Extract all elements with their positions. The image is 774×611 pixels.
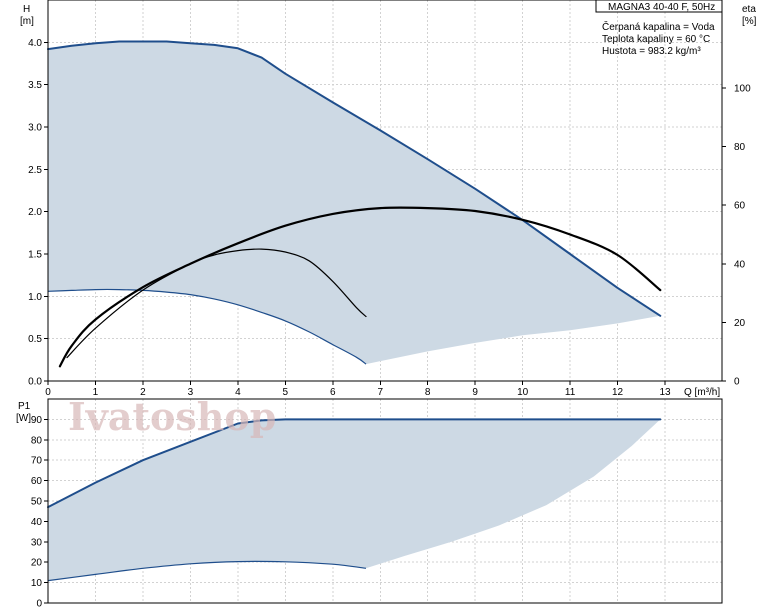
efficiency-min-curve <box>66 248 367 359</box>
x-tick-label: 2 <box>140 387 146 398</box>
bottom-axes: 0 10 20 30 40 50 60 70 80 90 <box>31 398 723 610</box>
y2-tick-label: 100 <box>734 83 751 94</box>
y-tick-label: 3.0 <box>28 123 42 134</box>
y-tick-label: 2.5 <box>28 165 42 176</box>
x-tick-label: 12 <box>612 387 624 398</box>
info-density: Hustota = 983.2 kg/m³ <box>602 46 701 57</box>
info-fluid: Čerpaná kapalina = Voda <box>602 20 715 33</box>
x-tick-label: 11 <box>565 387 576 398</box>
y-tick-label: 2.0 <box>28 207 42 218</box>
bottom-lines <box>47 418 662 582</box>
power-tick-label: 60 <box>31 476 43 487</box>
power-tick-label: 10 <box>31 578 43 589</box>
y-tick-label: 1.0 <box>28 292 42 303</box>
x-tick-label: 13 <box>659 387 671 398</box>
power-max-curve <box>47 418 662 509</box>
top-axes: 0 1 2 3 4 5 6 7 8 9 10 11 12 130.00.51.01.52.02.53.03… <box>28 0 751 398</box>
top-plot-frame <box>47 0 723 382</box>
x-tick-label: 8 <box>425 387 431 398</box>
y-tick-label: 4.0 <box>28 38 42 49</box>
power-operating-area <box>48 419 661 581</box>
power-tick-label: 70 <box>31 456 43 467</box>
y-tick-label: 0.5 <box>28 334 42 345</box>
x-tick-label: 1 <box>93 387 99 398</box>
x-axis-label: Q [m³/h] <box>684 387 720 398</box>
power-tick-label: 0 <box>36 599 42 610</box>
power-tick-label: 40 <box>31 517 43 528</box>
y2-tick-label: 20 <box>734 318 746 329</box>
x-tick-label: 4 <box>235 387 241 398</box>
x-tick-label: 6 <box>330 387 336 398</box>
top-panel: 0 1 2 3 4 5 6 7 8 9 10 11 12 130.00.51.01.52.02.53.03… <box>20 0 757 398</box>
x-tick-label: 5 <box>283 387 289 398</box>
info-temperature: Teplota kapaliny = 60 °C <box>602 34 710 45</box>
x-tick-label: 0 <box>45 387 51 398</box>
y2-axis-unit: [%] <box>742 16 757 27</box>
x-tick-label: 10 <box>517 387 529 398</box>
power-axis-label: P1 <box>18 401 31 412</box>
x-tick-label: 7 <box>377 387 383 398</box>
y2-tick-label: 40 <box>734 259 746 270</box>
power-tick-label: 50 <box>31 497 43 508</box>
y-axis-unit: [m] <box>20 16 34 27</box>
title-box <box>595 0 723 13</box>
head-min-curve <box>47 288 367 365</box>
head-operating-area <box>48 41 661 365</box>
power-tick-label: 90 <box>31 415 43 426</box>
power-tick-label: 30 <box>31 537 43 548</box>
top-areas <box>48 41 661 365</box>
y-tick-label: 3.5 <box>28 80 42 91</box>
chart-title: MAGNA3 40-40 F, 50Hz <box>608 2 715 13</box>
power-min-curve <box>47 560 367 582</box>
y-tick-label: 0.0 <box>28 377 42 388</box>
bottom-areas <box>48 419 661 581</box>
power-tick-label: 80 <box>31 435 43 446</box>
x-tick-label: 3 <box>188 387 194 398</box>
y2-tick-label: 0 <box>734 377 740 388</box>
watermark: Ivatoshop <box>68 394 276 439</box>
power-axis-unit: [W] <box>16 413 31 424</box>
y2-axis-label: eta <box>742 4 756 15</box>
y-tick-label: 1.5 <box>28 250 42 261</box>
y-axis-label: H <box>23 4 30 15</box>
y2-tick-label: 80 <box>734 142 746 153</box>
x-tick-label: 9 <box>472 387 478 398</box>
top-lines <box>47 40 662 368</box>
bottom-panel: 0 10 20 30 40 50 60 70 80 90 P1 [W] <box>16 398 723 610</box>
efficiency-max-curve <box>58 206 662 368</box>
y2-tick-label: 60 <box>734 201 746 212</box>
power-tick-label: 20 <box>31 558 43 569</box>
